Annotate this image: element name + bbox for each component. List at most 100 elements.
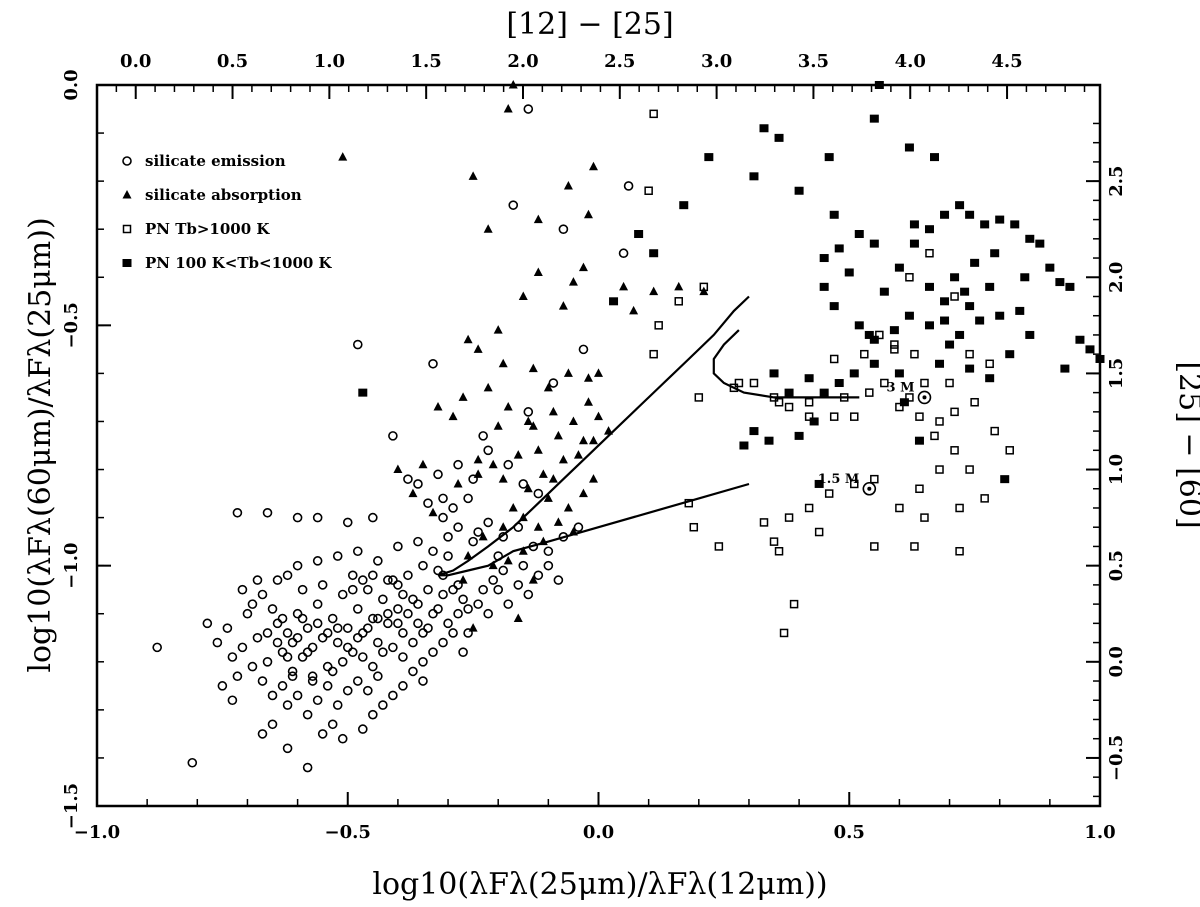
silicate-emission-point — [357, 652, 368, 662]
silicate-absorption-point — [463, 334, 473, 344]
silicate-emission-point — [292, 632, 303, 643]
silicate-emission-point — [378, 700, 388, 710]
silicate-absorption-point — [468, 171, 478, 180]
annotation-marker — [862, 481, 877, 496]
silicate-emission-point — [438, 493, 448, 504]
annotation-marker — [917, 390, 932, 405]
silicate-absorption-point — [523, 483, 533, 493]
silicate-emission-point — [503, 599, 514, 609]
pn-tb-1000-k-point — [930, 431, 939, 441]
silicate-absorption-point — [568, 527, 578, 536]
pn-100-k-tb-1000-k-point — [804, 374, 814, 383]
silicate-emission-point — [312, 556, 323, 566]
pn-100-k-tb-1000-k-point — [814, 479, 824, 488]
silicate-emission-point — [312, 695, 323, 706]
silicate-emission-point — [508, 200, 519, 210]
silicate-emission-point — [453, 459, 463, 470]
silicate-emission-point — [423, 584, 433, 595]
silicate-emission-point — [282, 700, 293, 710]
pn-100-k-tb-1000-k-point — [924, 282, 934, 291]
pn-100-k-tb-1000-k-point — [879, 287, 889, 296]
silicate-emission-point — [317, 729, 328, 739]
silicate-emission-point — [322, 661, 333, 672]
silicate-emission-point — [433, 604, 443, 614]
silicate-emission-point — [428, 608, 438, 619]
silicate-emission-point — [498, 565, 509, 576]
pn-100-k-tb-1000-k-point — [854, 321, 864, 330]
silicate-absorption-point — [558, 301, 568, 310]
pn-tb-1000-k-point — [970, 397, 979, 407]
pn-tb-1000-k-point — [839, 393, 849, 402]
pn-100-k-tb-1000-k-point — [864, 330, 874, 339]
y-tick-label: −1.0 — [61, 542, 82, 588]
silicate-emission-point — [573, 522, 584, 533]
pn-tb-1000-k-point — [985, 359, 994, 369]
data-points — [152, 80, 1105, 773]
silicate-absorption-point — [493, 421, 503, 430]
pn-100-k-tb-1000-k-point — [1025, 330, 1035, 339]
silicate-emission-point — [578, 344, 589, 355]
pn-100-k-tb-1000-k-point — [909, 220, 919, 229]
pn-100-k-tb-1000-k-point — [819, 388, 829, 397]
pn-tb-1000-k-point — [749, 378, 759, 388]
pn-tb-1000-k-point — [870, 542, 879, 551]
legend-marker — [122, 190, 132, 199]
silicate-emission-point — [272, 575, 283, 585]
pn-100-k-tb-1000-k-point — [1075, 335, 1085, 344]
silicate-absorption-point — [588, 435, 598, 445]
silicate-emission-point — [237, 642, 248, 653]
pn-tb-1000-k-point — [804, 397, 814, 407]
silicate-emission-point — [307, 671, 318, 682]
pn-tb-1000-k-point — [920, 513, 929, 522]
pn-100-k-tb-1000-k-point — [985, 282, 995, 291]
silicate-emission-point — [393, 580, 403, 590]
silicate-emission-point — [252, 575, 263, 585]
pn-tb-1000-k-point — [875, 330, 884, 340]
silicate-emission-point — [307, 676, 318, 686]
silicate-absorption-point — [528, 575, 538, 584]
pn-tb-1000-k-point — [654, 321, 663, 330]
pn-100-k-tb-1000-k-point — [649, 249, 659, 258]
pn-tb-1000-k-point — [804, 503, 814, 513]
silicate-emission-point — [317, 632, 328, 643]
silicate-emission-point — [443, 551, 453, 561]
silicate-emission-point — [438, 512, 448, 523]
silicate-emission-point — [388, 690, 398, 701]
silicate-absorption-point — [538, 469, 548, 478]
pn-tb-1000-k-point — [880, 378, 889, 388]
pn-tb-1000-k-point — [829, 354, 839, 364]
silicate-emission-point — [553, 575, 564, 585]
silicate-emission-point — [282, 570, 293, 581]
silicate-emission-point — [232, 507, 243, 518]
pn-100-k-tb-1000-k-point — [834, 379, 844, 388]
pn-100-k-tb-1000-k-point — [889, 326, 899, 335]
y-tick-label: −1.5 — [61, 783, 82, 829]
pn-100-k-tb-1000-k-point — [829, 210, 839, 219]
silicate-absorption-point — [418, 459, 428, 469]
pn-tb-1000-k-point — [925, 248, 934, 258]
pn-tb-1000-k-point — [694, 393, 704, 402]
pn-tb-1000-k-point — [774, 546, 784, 556]
right-tick-label: 2.5 — [1106, 165, 1127, 196]
silicate-emission-point — [383, 618, 393, 629]
pn-100-k-tb-1000-k-point — [985, 374, 995, 383]
pn-100-k-tb-1000-k-point — [965, 210, 975, 219]
silicate-emission-point — [332, 623, 343, 633]
silicate-absorption-point — [563, 502, 573, 512]
pn-tb-1000-k-point — [649, 349, 658, 359]
pn-tb-1000-k-point — [769, 393, 779, 402]
silicate-emission-point — [272, 637, 283, 648]
y-tick-label: 0.0 — [61, 69, 82, 100]
silicate-absorption-point — [528, 421, 538, 430]
silicate-absorption-point — [473, 454, 483, 464]
silicate-emission-point — [418, 676, 428, 686]
pn-100-k-tb-1000-k-point — [824, 153, 834, 162]
silicate-emission-point — [202, 618, 213, 629]
silicate-emission-point — [378, 594, 388, 605]
x-tick-label: −1.0 — [74, 822, 120, 843]
pn-tb-1000-k-point — [935, 417, 944, 426]
pn-100-k-tb-1000-k-point — [1045, 263, 1055, 272]
silicate-absorption-point — [488, 560, 498, 570]
silicate-absorption-point — [518, 291, 528, 300]
silicate-emission-point — [448, 628, 458, 638]
